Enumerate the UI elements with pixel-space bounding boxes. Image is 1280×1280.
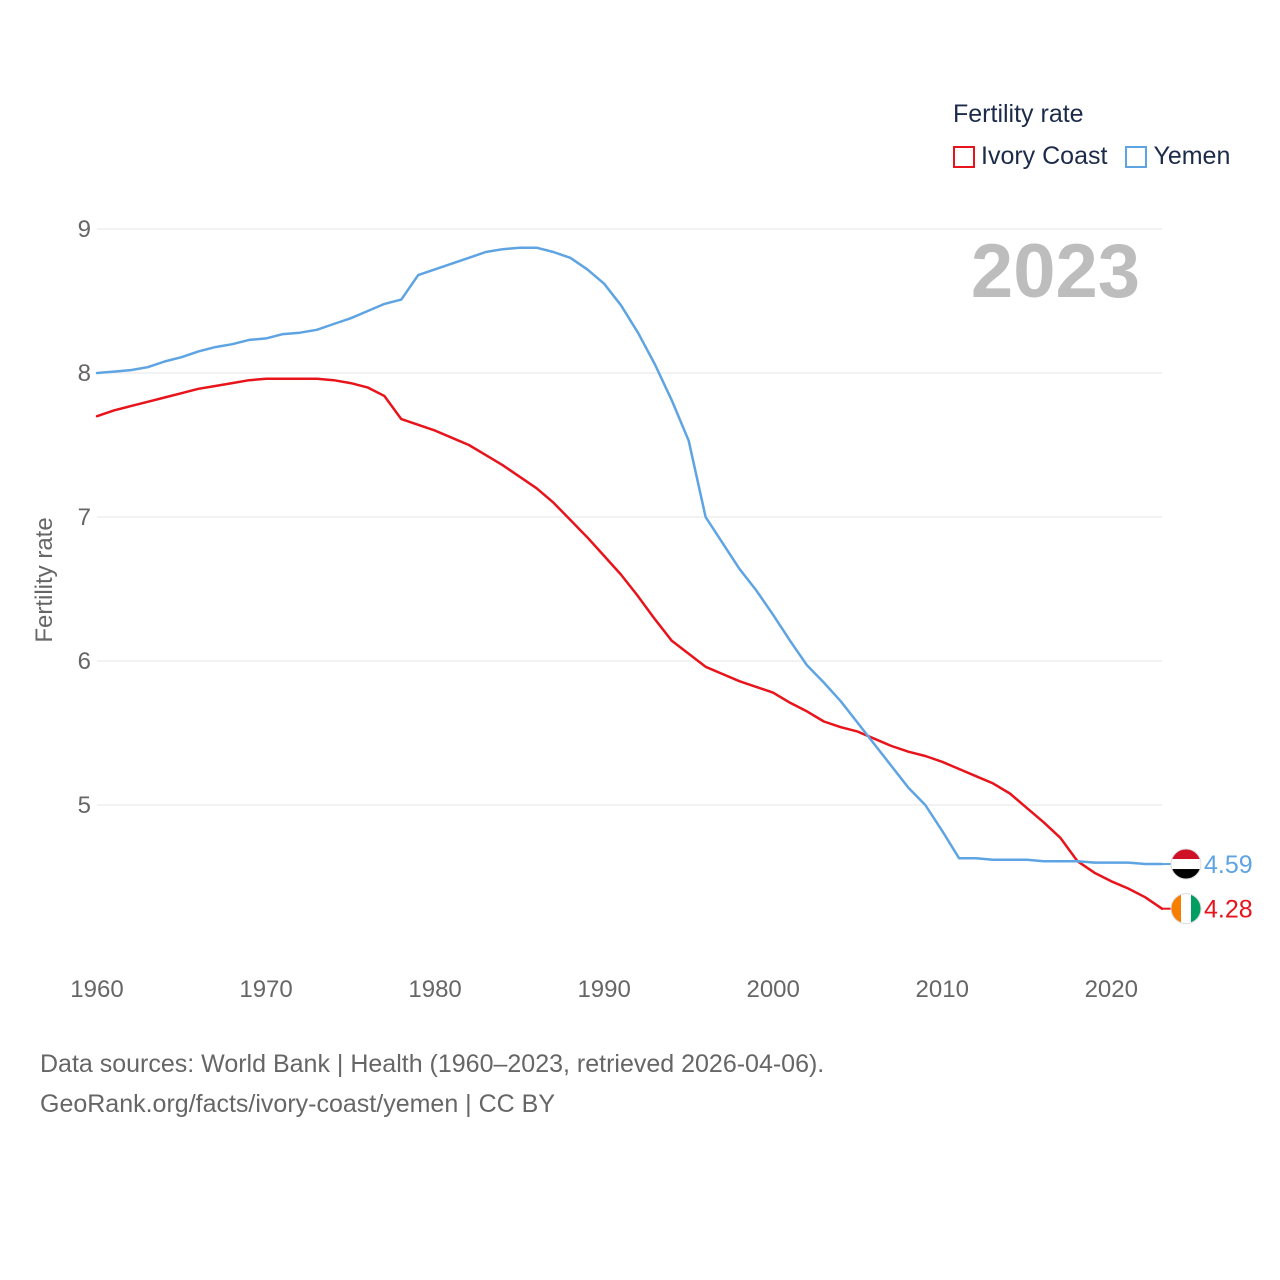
series-line-ivory-coast <box>95 377 1164 910</box>
y-tick-label: 9 <box>78 216 91 243</box>
source-link[interactable]: GeoRank.org/facts/ivory-coast/yemen | CC… <box>40 1090 556 1118</box>
legend-swatch-yemen <box>1125 145 1148 168</box>
legend-item-ivory-coast[interactable]: Ivory Coast <box>953 142 1107 171</box>
data-sources-text: Data sources: World Bank | Health (1960–… <box>40 1050 825 1078</box>
year-label: 2023 <box>970 229 1140 314</box>
end-markers: 4.28 4.59 <box>1162 848 1253 925</box>
x-tick-label: 2020 <box>1085 976 1138 1003</box>
x-tick-label: 2010 <box>916 976 969 1003</box>
x-axis-ticks: 1960 1970 1980 1990 2000 2010 2020 <box>70 976 1138 1003</box>
grid-lines <box>97 228 1162 806</box>
x-tick-label: 1970 <box>239 976 292 1003</box>
flag-ivory-coast-icon <box>1171 893 1201 924</box>
flag-yemen-icon <box>1171 849 1201 880</box>
x-tick-label: 1990 <box>577 976 630 1003</box>
legend: Ivory Coast Yemen <box>953 142 1248 171</box>
x-tick-label: 1980 <box>408 976 461 1003</box>
legend-swatch-ivory-coast <box>953 145 975 168</box>
y-tick-label: 5 <box>78 792 91 819</box>
legend-item-yemen[interactable]: Yemen <box>1125 142 1230 171</box>
x-tick-label: 2000 <box>746 976 799 1003</box>
legend-label-ivory-coast: Ivory Coast <box>981 142 1108 170</box>
legend-label-yemen: Yemen <box>1153 142 1231 170</box>
footer: Data sources: World Bank | Health (1960–… <box>40 1044 824 1124</box>
x-tick-label: 1960 <box>70 976 123 1003</box>
end-value-yemen: 4.59 <box>1204 851 1253 879</box>
series-lines <box>95 246 1164 910</box>
series-line-yemen <box>95 246 1164 866</box>
end-value-ivory-coast: 4.28 <box>1204 896 1253 924</box>
y-axis-label: Fertility rate <box>31 517 58 642</box>
y-tick-label: 8 <box>78 360 91 387</box>
y-tick-label: 6 <box>78 648 91 675</box>
legend-title: Fertility rate <box>953 100 1084 128</box>
y-axis-ticks: 5 6 7 8 9 <box>78 216 91 819</box>
y-tick-label: 7 <box>78 504 91 531</box>
